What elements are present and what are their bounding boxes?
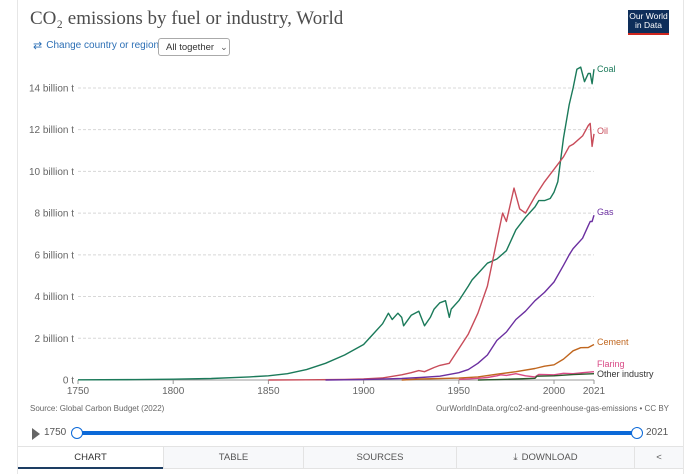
owid-logo[interactable]: Our World in Data <box>628 10 669 35</box>
stack-mode-dropdown[interactable]: All together ⌄ <box>158 38 230 56</box>
series-line-cement[interactable] <box>401 343 595 381</box>
series-line-other[interactable] <box>477 373 595 381</box>
tab-sources-label: SOURCES <box>356 452 404 463</box>
timeline-track[interactable] <box>77 431 637 435</box>
tab-download-label: DOWNLOAD <box>521 452 578 463</box>
line-chart: 0 t 2 billion t 4 billion t 6 billion t 8 bi… <box>29 64 654 397</box>
series-line-flaring[interactable] <box>458 371 595 381</box>
y-tick-label: 0 t <box>63 376 74 387</box>
series-line-gas[interactable] <box>325 214 595 381</box>
x-tick-label: 1950 <box>448 386 471 397</box>
timeline-start-label: 1750 <box>44 427 67 438</box>
tab-chart-label: CHART <box>74 451 107 463</box>
tab-sources[interactable]: SOURCES <box>303 447 456 469</box>
series-label-other[interactable]: Other industry <box>597 369 654 379</box>
y-tick-label: 2 billion t <box>35 334 75 345</box>
y-tick-label: 12 billion t <box>29 125 74 136</box>
x-tick-label: 1850 <box>257 386 280 397</box>
share-button[interactable]: < <box>634 447 683 469</box>
tab-table-label: TABLE <box>218 452 249 463</box>
share-icon: < <box>656 452 662 463</box>
series-line-coal[interactable] <box>77 66 595 381</box>
change-region-button[interactable]: ⇄ Change country or region <box>33 39 159 52</box>
x-axis: 1750 1800 1850 1900 1950 2000 2021 <box>67 379 606 397</box>
grid-lines <box>78 87 594 339</box>
download-icon: ⤓ <box>513 452 518 463</box>
play-icon[interactable] <box>32 428 40 440</box>
y-axis: 0 t 2 billion t 4 billion t 6 billion t 8 bi… <box>29 83 74 386</box>
chart-url-link[interactable]: OurWorldInData.org/co2-and-greenhouse-ga… <box>436 404 669 413</box>
logo-line2: in Data <box>635 20 662 30</box>
timeline-end-label: 2021 <box>646 427 669 438</box>
series-label-oil[interactable]: Oil <box>597 126 608 136</box>
tab-download[interactable]: ⤓ DOWNLOAD <box>456 447 634 469</box>
series-label-gas[interactable]: Gas <box>597 207 614 217</box>
series-label-cement[interactable]: Cement <box>597 337 629 347</box>
x-tick-label: 1800 <box>162 386 185 397</box>
source-note: Source: Global Carbon Budget (2022) <box>30 404 165 413</box>
y-tick-label: 14 billion t <box>29 83 74 94</box>
series-line-oil[interactable] <box>268 122 595 381</box>
series-label-coal[interactable]: Coal <box>597 64 616 74</box>
logo-line1: Our World <box>629 11 668 21</box>
tab-table[interactable]: TABLE <box>163 447 303 469</box>
chevron-down-icon: ⌄ <box>220 41 228 52</box>
y-tick-label: 4 billion t <box>35 292 75 303</box>
swap-arrows-icon: ⇄ <box>33 40 43 52</box>
x-tick-label: 2021 <box>583 386 606 397</box>
series-lines <box>77 66 595 381</box>
timeline-start-handle[interactable] <box>71 427 83 439</box>
chart-frame <box>17 0 684 474</box>
series-label-flaring[interactable]: Flaring <box>597 359 625 369</box>
x-tick-label: 1750 <box>67 386 90 397</box>
tab-chart[interactable]: CHART <box>18 447 163 469</box>
timeline-slider: 1750 2021 <box>30 425 675 443</box>
change-region-label: Change country or region <box>46 40 160 51</box>
y-tick-label: 6 billion t <box>35 250 75 261</box>
chart-tabs: CHART TABLE SOURCES ⤓ DOWNLOAD < <box>18 446 683 469</box>
dropdown-value: All together <box>166 41 215 53</box>
x-tick-label: 2000 <box>543 386 566 397</box>
y-tick-label: 10 billion t <box>29 167 74 178</box>
timeline-end-handle[interactable] <box>631 427 643 439</box>
y-tick-label: 8 billion t <box>35 209 75 220</box>
chart-title: CO₂ emissions by fuel or industry, World <box>30 8 344 29</box>
x-tick-label: 1900 <box>352 386 375 397</box>
